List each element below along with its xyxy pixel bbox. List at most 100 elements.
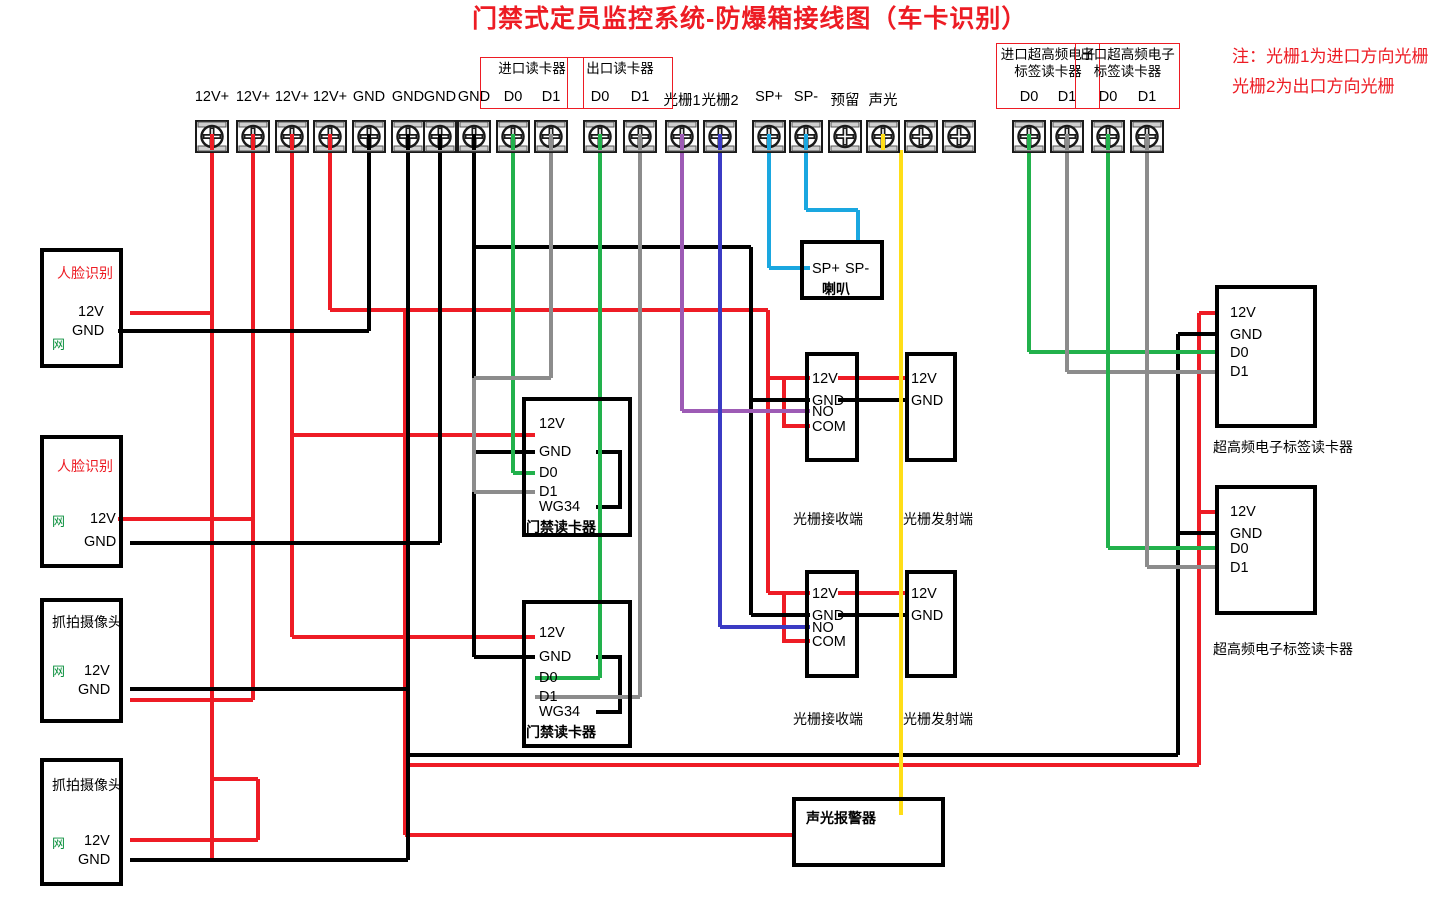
reader2-pin-d0: D0	[539, 670, 558, 686]
terminal-group-label-3: 进口超高频电子 标签读卡器	[1000, 47, 1096, 79]
grating-rx1-pin-no: NO	[812, 404, 834, 420]
terminal-wire-stub-12	[638, 134, 642, 150]
grating-tx1-pin-12v: 12V	[911, 371, 937, 387]
terminal-label-14: 光栅2	[701, 93, 739, 109]
uhf2-pin-d0: D0	[1230, 541, 1249, 557]
terminal-screw-17[interactable]	[827, 119, 863, 154]
terminal-wire-stub-2	[251, 134, 255, 150]
terminal-wire-stub-4	[328, 134, 332, 150]
device-access-reader-2	[522, 600, 632, 748]
device-face-recognition-2-title: 人脸识别	[57, 458, 113, 474]
reader2-pin-d1: D1	[539, 689, 558, 705]
terminal-wire-stub-11	[598, 134, 602, 150]
terminal-label-6: GND	[391, 89, 425, 105]
terminal-label-1: 12V+	[194, 89, 230, 105]
terminal-wire-stub-8	[472, 134, 476, 150]
device-uhf-reader-1-title: 超高频电子标签读卡器	[1213, 439, 1353, 455]
device-alarm-title: 声光报警器	[806, 810, 876, 826]
terminal-wire-stub-3	[290, 134, 294, 150]
device-alarm	[792, 797, 945, 867]
terminal-group-label-2: 出口读卡器	[586, 61, 654, 76]
face2-pin-12v: 12V	[90, 511, 116, 527]
speaker-pin-sp-plus: SP+	[812, 261, 840, 277]
grating-rx2-pin-12v: 12V	[812, 586, 838, 602]
reader1-pin-d0: D0	[539, 465, 558, 481]
terminal-label-17: 预留	[830, 93, 860, 109]
terminal-wire-stub-16	[804, 134, 808, 150]
network-icon: 网	[52, 338, 66, 353]
terminal-screw-20[interactable]	[941, 119, 977, 154]
terminal-screw-19[interactable]	[903, 119, 939, 154]
reader2-pin-wg34: WG34	[539, 704, 581, 720]
device-face-recognition-1-title: 人脸识别	[57, 265, 113, 281]
uhf1-pin-d1: D1	[1230, 364, 1249, 380]
grating-rx1-pin-12v: 12V	[812, 371, 838, 387]
device-capture-camera-2	[40, 758, 123, 886]
grating-rx2-pin-no: NO	[812, 620, 834, 636]
reader2-pin-12v: 12V	[539, 625, 565, 641]
device-face-recognition-2	[40, 435, 123, 568]
terminal-label-21: D0	[1019, 89, 1039, 105]
terminal-label-11: D0	[590, 89, 610, 105]
terminal-wire-stub-18	[881, 134, 885, 150]
terminal-label-18: 声光	[868, 93, 898, 109]
terminal-wire-stub-15	[767, 134, 771, 150]
device-capture-camera-2-title: 抓拍摄像头	[52, 777, 122, 793]
terminal-wire-stub-13	[680, 134, 684, 150]
grating-rx2-pin-gnd: GND	[812, 608, 845, 624]
terminal-label-10: D1	[541, 89, 561, 105]
terminal-group-label-1: 进口读卡器	[498, 61, 566, 76]
cam2-pin-12v: 12V	[84, 833, 110, 849]
terminal-wire-stub-14	[718, 134, 722, 150]
terminal-wire-stub-10	[549, 134, 553, 150]
terminal-label-15: SP+	[755, 89, 783, 105]
device-grating-receiver-1-title: 光栅接收端	[793, 511, 863, 527]
cam1-pin-12v: 12V	[84, 663, 110, 679]
uhf2-pin-d1: D1	[1230, 560, 1249, 576]
page-title: 门禁式定员监控系统-防爆箱接线图（车卡识别）	[472, 5, 1028, 33]
terminal-label-23: D0	[1098, 89, 1118, 105]
note-line-1: 注：光栅1为进口方向光栅	[1232, 47, 1429, 66]
uhf2-pin-gnd: GND	[1230, 526, 1263, 542]
speaker-pin-sp-minus: SP-	[845, 261, 870, 277]
grating-rx1-pin-com: COM	[812, 419, 846, 435]
terminal-label-7: GND	[423, 89, 457, 105]
device-face-recognition-1	[40, 248, 123, 368]
reader1-pin-12v: 12V	[539, 416, 565, 432]
terminal-wire-stub-21	[1027, 134, 1031, 150]
terminal-wire-stub-23	[1106, 134, 1110, 150]
device-access-reader-1-title: 门禁读卡器	[526, 519, 596, 535]
terminal-wire-stub-24	[1145, 134, 1149, 150]
network-icon: 网	[52, 665, 66, 680]
terminal-wire-stub-6	[406, 134, 410, 150]
device-access-reader-2-title: 门禁读卡器	[526, 724, 596, 740]
terminal-label-3: 12V+	[274, 89, 310, 105]
device-speaker-title: 喇叭	[822, 281, 850, 297]
uhf1-pin-12v: 12V	[1230, 305, 1256, 321]
terminal-label-16: SP-	[793, 89, 819, 105]
device-uhf-reader-2	[1215, 485, 1317, 615]
device-access-reader-1	[522, 397, 632, 537]
device-grating-receiver-2	[805, 570, 859, 678]
terminal-wire-stub-7	[438, 134, 442, 150]
terminal-label-12: D1	[630, 89, 650, 105]
terminal-label-24: D1	[1137, 89, 1157, 105]
terminal-label-9: D0	[503, 89, 523, 105]
uhf1-pin-d0: D0	[1230, 345, 1249, 361]
reader1-pin-d1: D1	[539, 484, 558, 500]
terminal-label-8: GND	[457, 89, 491, 105]
terminal-label-2: 12V+	[235, 89, 271, 105]
terminal-group-label-4: 出口超高频电子 标签读卡器	[1080, 47, 1175, 79]
network-icon: 网	[52, 515, 66, 530]
terminal-label-4: 12V+	[312, 89, 348, 105]
terminal-wire-stub-22	[1065, 134, 1069, 150]
reader1-pin-gnd: GND	[539, 444, 572, 460]
note-line-2: 光栅2为出口方向光栅	[1232, 77, 1395, 96]
reader2-pin-gnd: GND	[539, 649, 572, 665]
terminal-wire-stub-9	[511, 134, 515, 150]
terminal-group-box-1	[480, 57, 584, 109]
terminal-wire-stub-5	[367, 134, 371, 150]
terminal-wire-stub-1	[210, 134, 214, 150]
device-grating-transmitter-1-title: 光栅发射端	[903, 511, 973, 527]
network-icon: 网	[52, 837, 66, 852]
